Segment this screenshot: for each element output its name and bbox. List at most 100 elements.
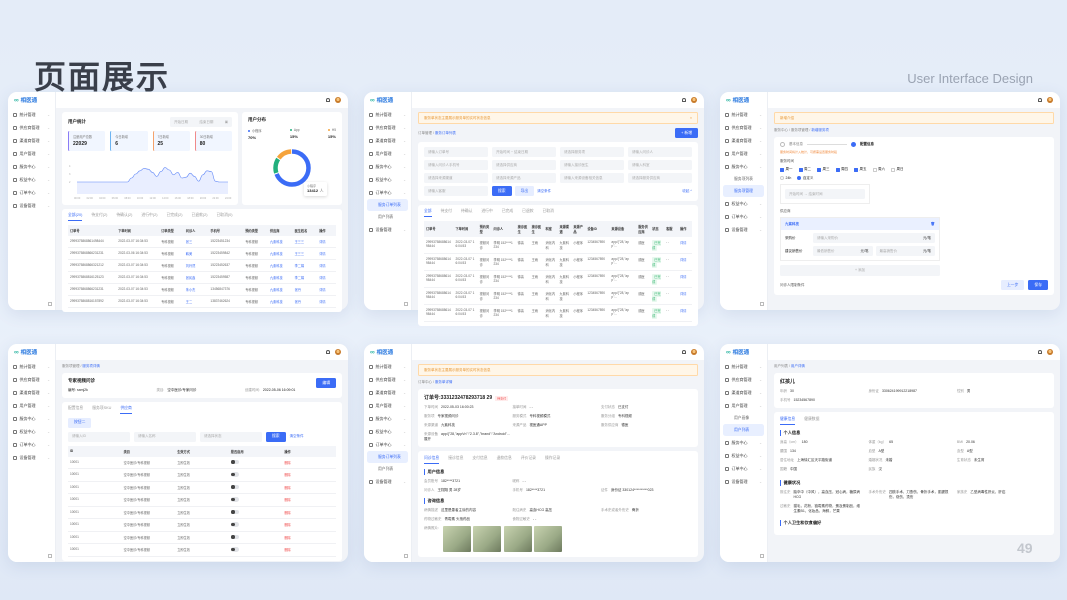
bell-icon[interactable] [681, 349, 686, 355]
info-tab[interactable]: 问诊信息 [424, 456, 440, 464]
button-two[interactable]: 按钮二 [68, 417, 92, 428]
avatar[interactable] [334, 96, 341, 104]
enable-toggle[interactable] [230, 509, 239, 514]
add-button[interactable]: + 新增 [675, 128, 698, 138]
bell-icon[interactable] [325, 97, 330, 103]
cell-text[interactable]: 张三 [185, 239, 193, 244]
breadcrumb-item[interactable]: 服务项管理 [62, 364, 80, 368]
order-tab[interactable]: 已取消 [542, 209, 554, 213]
bell-icon[interactable] [1037, 349, 1042, 355]
cell-text[interactable]: 详情 [319, 251, 326, 256]
enable-toggle[interactable] [230, 497, 239, 502]
column-header[interactable]: ID [68, 445, 122, 457]
filter-field[interactable]: 请输入科室 [628, 160, 692, 170]
column-header[interactable]: 服务供应商 [636, 220, 651, 237]
enable-toggle[interactable] [230, 534, 239, 539]
filter-input[interactable]: 请选择状态 [200, 431, 262, 442]
sidebar-item[interactable]: 供应商管理 ⌄ [364, 373, 411, 386]
column-header[interactable]: 生效方式 [175, 445, 229, 457]
donut-slice[interactable] [273, 149, 311, 187]
cell-text[interactable]: 删除 [284, 460, 291, 465]
cell-text[interactable]: 详情 [319, 287, 326, 292]
date-range-picker[interactable]: 开始日期 结束日期 ▣ [170, 117, 232, 127]
filter-field[interactable]: 请输入订单号 [424, 147, 488, 157]
max-price-input[interactable]: 最高销售价 元/笔 [875, 246, 935, 256]
order-tab[interactable]: 进行中(2) [141, 213, 158, 217]
cell-text[interactable]: 详情 [319, 275, 326, 280]
order-tab[interactable]: 已取消(0) [216, 213, 233, 217]
column-header[interactable]: 来源产品 [571, 220, 586, 237]
clear-filters-link[interactable]: 清空条件 [289, 434, 304, 438]
info-tab[interactable]: 评价记录 [520, 456, 536, 460]
filter-field[interactable]: 请选择来源渠道 [424, 173, 488, 183]
sidebar-item[interactable]: 统计管理 ⌄ [364, 360, 411, 373]
column-header[interactable]: 预约类型 [243, 224, 268, 236]
cell-text[interactable]: 删除 [284, 510, 291, 515]
cell-text[interactable]: 李二娟 [294, 263, 305, 268]
cell-text[interactable]: 张丹 [294, 287, 301, 292]
cell-text[interactable]: 详情 [680, 257, 687, 262]
sidebar-item[interactable]: 设备管理 ⌄ [8, 199, 55, 212]
collapse-link[interactable]: 收起 ^ [682, 188, 692, 193]
close-icon[interactable]: × [689, 115, 692, 120]
checkbox-icon[interactable] [891, 167, 895, 172]
collapse-sidebar-icon[interactable] [404, 554, 408, 558]
column-header[interactable]: 接诊医生 [529, 220, 544, 237]
sidebar-item[interactable]: 用户管理 ⌄ [720, 147, 767, 160]
column-header[interactable]: 来源渠道 [557, 220, 572, 237]
cell-text[interactable]: 详情 [319, 299, 326, 304]
cell-text[interactable]: 详情 [680, 308, 687, 313]
sidebar-item[interactable]: 订单中心 ⌄ [720, 210, 767, 223]
cell-text[interactable]: 张丹 [294, 299, 301, 304]
enable-toggle[interactable] [230, 484, 239, 489]
bell-icon[interactable] [681, 97, 686, 103]
column-header[interactable]: 下单时间 [116, 224, 160, 236]
cell-text[interactable]: 韩美 [185, 251, 193, 256]
checkbox-icon[interactable] [780, 167, 784, 172]
sidebar-item[interactable]: 订单中心 ⌄ [8, 438, 55, 451]
sidebar-item[interactable]: 订单中心 ⌄ [720, 462, 767, 475]
collapse-sidebar-icon[interactable] [404, 302, 408, 306]
sidebar-item[interactable]: 统计管理 ⌄ [720, 108, 767, 121]
column-header[interactable]: 设备ID [585, 220, 610, 237]
enable-toggle[interactable] [230, 547, 239, 552]
cell-text[interactable]: 张民鑫 [185, 275, 196, 280]
column-header[interactable]: 手机号 [208, 224, 244, 236]
sidebar-item[interactable]: 权益中心 ⌄ [720, 197, 767, 210]
breadcrumb-item[interactable]: 订单管理 [418, 130, 432, 135]
bell-icon[interactable] [325, 349, 330, 355]
delete-icon[interactable]: 🗑 [930, 221, 935, 226]
filter-field[interactable]: 请输入接诊医生 [560, 160, 624, 170]
checkbox-icon[interactable] [798, 167, 803, 172]
cell-text[interactable]: 删除 [284, 498, 291, 502]
sidebar-item[interactable]: 供应商管理 ⌄ [8, 373, 55, 386]
condition-photo[interactable] [503, 525, 532, 552]
column-header[interactable]: 下单时间 [453, 220, 478, 237]
weekday-checkbox[interactable]: 周二 [798, 167, 811, 172]
cell-text[interactable]: 详情 [680, 291, 687, 296]
sidebar-item[interactable]: 权益中心 ⌄ [8, 425, 55, 438]
cell-text[interactable]: 删除 [284, 535, 291, 540]
collapse-sidebar-icon[interactable] [760, 554, 764, 558]
column-header[interactable]: 问诊人 [491, 220, 516, 237]
sidebar-item[interactable]: 权益中心 ⌄ [364, 425, 411, 438]
order-tab[interactable]: 待支付(2) [91, 213, 108, 217]
sidebar-item[interactable]: 服务中心 ⌄ [364, 160, 411, 173]
info-tab[interactable]: 支付信息 [472, 456, 488, 460]
column-header[interactable]: 操作 [282, 445, 336, 457]
enable-toggle[interactable] [230, 459, 239, 464]
sidebar-item[interactable]: 设备管理 ⌄ [364, 223, 411, 236]
weekday-checkbox[interactable]: 周日 [891, 167, 904, 172]
weekday-checkbox[interactable]: 周四 [835, 167, 848, 172]
cell-text[interactable]: 九紫科技 [269, 251, 283, 256]
avatar[interactable] [1046, 96, 1053, 104]
order-tab[interactable]: 已完成 [501, 209, 514, 213]
checkbox-icon[interactable] [854, 167, 858, 172]
avatar[interactable] [690, 348, 697, 356]
filter-field[interactable]: 请选择供应商 [492, 160, 556, 170]
breadcrumb-item[interactable]: 订单中心 [418, 380, 432, 384]
cell-text[interactable]: 九紫科技 [269, 275, 283, 280]
avatar[interactable] [690, 96, 697, 104]
column-header[interactable]: 订单号 [424, 220, 454, 237]
sidebar-item[interactable]: 统计管理 ⌄ [8, 360, 55, 373]
